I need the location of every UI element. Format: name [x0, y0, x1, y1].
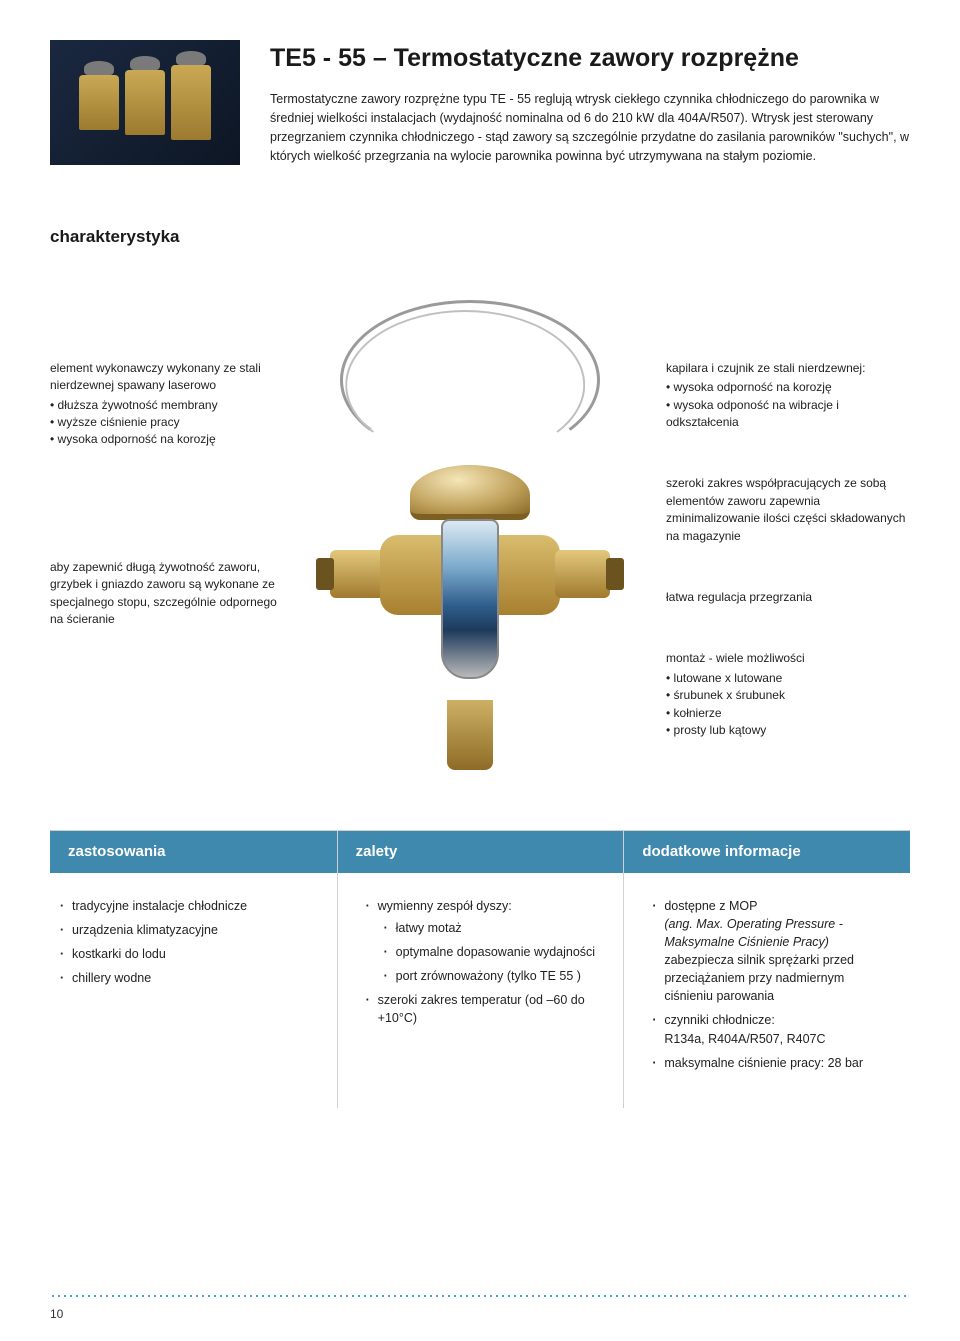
- list-item: wyższe ciśnienie pracy: [50, 414, 280, 431]
- list-item: kołnierze: [666, 705, 910, 722]
- advantages-list: wymienny zespół dyszy: łatwy motaż optym…: [360, 897, 602, 1028]
- right-annotations: kapilara i czujnik ze stali nierdzewnej:…: [660, 360, 910, 767]
- item-subtext: zabezpiecza silnik sprężarki przed przec…: [664, 953, 854, 1003]
- list-item: lutowane x lutowane: [666, 670, 910, 687]
- item-subtext: (ang. Max. Operating Pressure - Maksymal…: [664, 917, 843, 949]
- list-item: czynniki chłodnicze: R134a, R404A/R507, …: [652, 1011, 888, 1047]
- column-heading: dodatkowe informacje: [624, 831, 910, 873]
- valve-icon: [79, 75, 119, 130]
- list-item: urządzenia klimatyzacyjne: [60, 921, 315, 939]
- note-superheat: łatwa regulacja przegrzania: [666, 589, 910, 606]
- note-list: wysoka odporność na korozję wysoka odpon…: [666, 379, 910, 431]
- list-item: port zrównoważony (tylko TE 55 ): [384, 967, 602, 985]
- product-thumbnail: [50, 40, 240, 165]
- list-item: tradycyjne instalacje chłodnicze: [60, 897, 315, 915]
- list-item: dłuższa żywotność membrany: [50, 397, 280, 414]
- page-title: TE5 - 55 – Termostatyczne zawory rozpręż…: [270, 40, 910, 76]
- list-item: łatwy motaż: [384, 919, 602, 937]
- note-lead: montaż - wiele możliwości: [666, 650, 910, 667]
- list-item: dostępne z MOP (ang. Max. Operating Pres…: [652, 897, 888, 1006]
- item-text: wymienny zespół dyszy:: [378, 899, 512, 913]
- header-text: TE5 - 55 – Termostatyczne zawory rozpręż…: [270, 40, 910, 165]
- list-item: chillery wodne: [60, 969, 315, 987]
- note-capillary: kapilara i czujnik ze stali nierdzewnej:…: [666, 360, 910, 432]
- footer-divider: [50, 1295, 910, 1297]
- note-mounting: montaż - wiele możliwości lutowane x lut…: [666, 650, 910, 739]
- note-text: aby zapewnić długą żywotność zaworu, grz…: [50, 559, 280, 629]
- note-lead: kapilara i czujnik ze stali nierdzewnej:: [666, 360, 910, 377]
- page-number: 10: [50, 1306, 63, 1323]
- note-range: szeroki zakres współpracujących ze sobą …: [666, 475, 910, 545]
- sublist: łatwy motaż optymalne dopasowanie wydajn…: [378, 919, 602, 985]
- note-text: łatwa regulacja przegrzania: [666, 589, 910, 606]
- item-subtext: R134a, R404A/R507, R407C: [664, 1032, 825, 1046]
- valve-cutaway-figure: [290, 360, 650, 780]
- inlet-port-icon: [330, 550, 385, 598]
- list-item: prosty lub kątowy: [666, 722, 910, 739]
- adjustment-stem-icon: [447, 700, 493, 770]
- outlet-port-icon: [555, 550, 610, 598]
- note-actuator: element wykonawczy wykonany ze stali nie…: [50, 360, 280, 449]
- note-lead: element wykonawczy wykonany ze stali nie…: [50, 360, 280, 395]
- column-heading: zastosowania: [50, 831, 337, 873]
- list-item: maksymalne ciśnienie pracy: 28 bar: [652, 1054, 888, 1072]
- item-text: czynniki chłodnicze:: [664, 1013, 774, 1027]
- page: TE5 - 55 – Termostatyczne zawory rozpręż…: [0, 0, 960, 1341]
- note-list: dłuższa żywotność membrany wyższe ciśnie…: [50, 397, 280, 449]
- additional-info-column: dodatkowe informacje dostępne z MOP (ang…: [623, 831, 910, 1108]
- list-item: wysoka odporność na korozję: [50, 431, 280, 448]
- note-text: szeroki zakres współpracujących ze sobą …: [666, 475, 910, 545]
- valve-icon: [125, 70, 165, 135]
- applications-list: tradycyjne instalacje chłodnicze urządze…: [54, 897, 315, 988]
- additional-info-list: dostępne z MOP (ang. Max. Operating Pres…: [646, 897, 888, 1072]
- section-heading: charakterystyka: [50, 225, 910, 250]
- valve-icon: [171, 65, 211, 140]
- list-item: wymienny zespół dyszy: łatwy motaż optym…: [366, 897, 602, 986]
- header-row: TE5 - 55 – Termostatyczne zawory rozpręż…: [50, 40, 910, 165]
- capillary-coil-icon: [345, 310, 585, 460]
- note-list: lutowane x lutowane śrubunek x śrubunek …: [666, 670, 910, 740]
- info-grid: zastosowania tradycyjne instalacje chłod…: [50, 830, 910, 1108]
- column-heading: zalety: [338, 831, 624, 873]
- list-item: śrubunek x śrubunek: [666, 687, 910, 704]
- list-item: optymalne dopasowanie wydajności: [384, 943, 602, 961]
- advantages-column: zalety wymienny zespół dyszy: łatwy mota…: [337, 831, 624, 1108]
- list-item: wysoka odponość na wibracje i odkształce…: [666, 397, 910, 432]
- note-seat: aby zapewnić długą żywotność zaworu, grz…: [50, 559, 280, 629]
- diagram-area: element wykonawczy wykonany ze stali nie…: [50, 360, 910, 780]
- intro-paragraph: Termostatyczne zawory rozprężne typu TE …: [270, 90, 910, 165]
- list-item: szeroki zakres temperatur (od –60 do +10…: [366, 991, 602, 1027]
- applications-column: zastosowania tradycyjne instalacje chłod…: [50, 831, 337, 1108]
- cutaway-section-icon: [441, 519, 499, 679]
- bonnet-icon: [410, 465, 530, 520]
- list-item: wysoka odporność na korozję: [666, 379, 910, 396]
- list-item: kostkarki do lodu: [60, 945, 315, 963]
- valve-body-icon: [360, 495, 580, 715]
- item-text: dostępne z MOP: [664, 899, 757, 913]
- left-annotations: element wykonawczy wykonany ze stali nie…: [50, 360, 280, 739]
